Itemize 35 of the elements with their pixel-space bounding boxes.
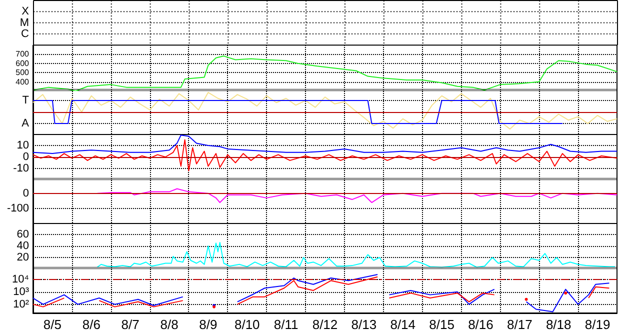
x-tick-label: 8/6 — [82, 317, 100, 332]
y-tick-label: 0 — [22, 150, 29, 163]
y-tick-label: 500 — [16, 68, 30, 77]
y-tick-label: 40 — [16, 240, 29, 252]
y-tick-label: 10³ — [13, 286, 30, 298]
x-tick-label: 8/16 — [468, 317, 494, 332]
x-tick-label: 8/8 — [160, 317, 178, 332]
y-tick-label: 20 — [16, 251, 29, 264]
y-tick-label: 10⁴ — [12, 274, 30, 286]
x-tick-label: 8/11 — [274, 317, 298, 332]
y-tick-label: 10² — [13, 298, 30, 311]
y-tick-label: 10 — [16, 139, 29, 152]
text: C — [21, 28, 30, 40]
x-tick-label: 8/12 — [312, 317, 338, 332]
x-tick-label: 8/17 — [507, 317, 532, 332]
x-tick-label: 8/10 — [234, 317, 260, 332]
x-tick-label: 8/9 — [199, 317, 218, 332]
text: A — [22, 118, 30, 130]
y-tick-label: 0 — [22, 188, 29, 200]
y-tick-label: 60 — [16, 228, 29, 240]
x-tick-label: 8/7 — [121, 317, 140, 332]
y-tick-label: -10 — [13, 162, 29, 174]
x-tick-label: 8/14 — [390, 317, 416, 332]
x-tick-label: 8/18 — [546, 317, 572, 332]
text: X — [22, 6, 30, 18]
text: M — [20, 16, 29, 29]
y-tick-label: -100 — [6, 202, 29, 215]
y-tick-label: 600 — [16, 58, 30, 68]
y-tick-label: 700 — [16, 49, 30, 58]
x-tick-label: 8/5 — [43, 317, 62, 332]
x-tick-label: 8/19 — [584, 317, 610, 332]
y-tick-label: 400 — [16, 76, 30, 86]
x-tick-label: 8/13 — [351, 317, 377, 332]
text: T — [22, 94, 30, 107]
x-tick-label: 8/15 — [429, 317, 454, 332]
